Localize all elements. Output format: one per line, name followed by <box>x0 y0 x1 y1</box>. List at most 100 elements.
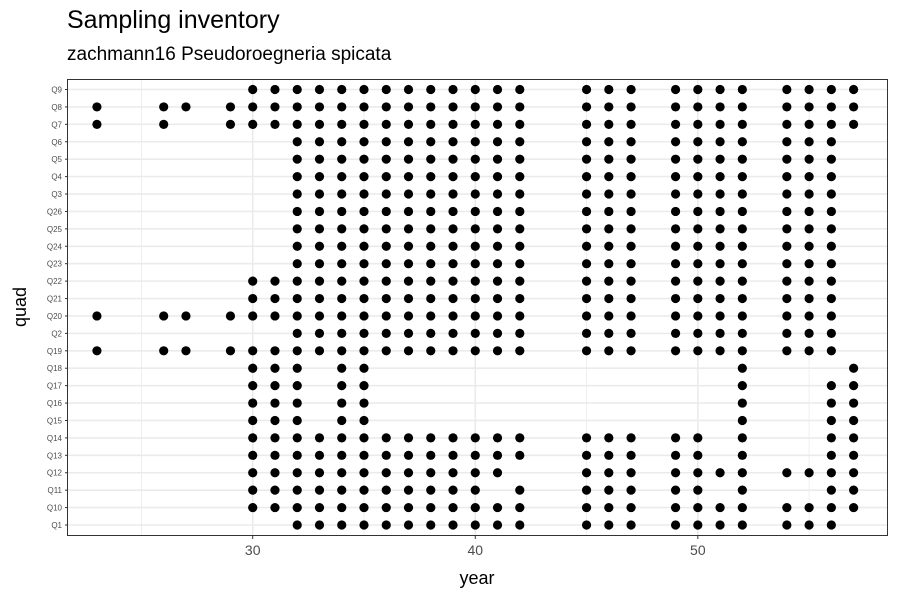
data-point <box>314 433 325 443</box>
data-point <box>737 293 747 304</box>
data-point <box>181 311 191 321</box>
data-point <box>849 363 859 373</box>
data-point <box>248 311 258 321</box>
data-point <box>337 311 347 321</box>
data-point <box>470 84 480 95</box>
data-point <box>470 102 480 112</box>
y-tick-label: Q16 <box>47 399 63 408</box>
data-point <box>737 259 747 269</box>
data-point <box>470 276 480 286</box>
data-point <box>381 154 391 164</box>
data-point <box>426 468 436 478</box>
y-tick-label: Q23 <box>47 260 63 269</box>
data-point <box>270 346 280 356</box>
data-point <box>581 328 592 338</box>
data-point <box>470 502 480 513</box>
data-point <box>715 468 725 478</box>
data-point <box>292 189 302 199</box>
data-point <box>715 189 725 199</box>
data-point <box>626 433 636 443</box>
data-point <box>337 189 347 199</box>
data-point <box>693 102 703 112</box>
data-point <box>804 502 814 513</box>
data-point <box>826 259 836 269</box>
data-point <box>737 154 747 164</box>
chart-title: Sampling inventory <box>67 6 280 34</box>
data-point <box>426 137 436 147</box>
data-point <box>292 206 302 217</box>
data-point <box>314 137 325 147</box>
data-point <box>403 259 414 269</box>
data-point <box>92 346 102 356</box>
data-point <box>448 224 458 234</box>
data-point <box>782 346 792 356</box>
y-tick-label: Q9 <box>51 86 62 95</box>
data-point <box>581 293 592 304</box>
y-tick-label: Q1 <box>51 521 62 530</box>
data-point <box>826 433 836 443</box>
data-point <box>604 346 614 356</box>
data-point <box>515 450 525 460</box>
y-tick-label: Q26 <box>47 207 63 216</box>
data-point <box>804 259 814 269</box>
data-point <box>359 102 369 112</box>
data-point <box>515 485 525 495</box>
y-tick-label: Q13 <box>47 451 63 460</box>
data-point <box>292 485 302 495</box>
data-point <box>737 276 747 286</box>
data-point <box>359 84 369 95</box>
data-point <box>448 241 458 251</box>
data-point <box>337 415 347 426</box>
data-point <box>604 172 614 182</box>
data-point <box>515 520 525 530</box>
data-point <box>381 206 391 217</box>
data-point <box>492 119 503 129</box>
data-point <box>248 102 258 112</box>
data-point <box>337 433 347 443</box>
data-point <box>426 119 436 129</box>
data-point <box>426 259 436 269</box>
data-point <box>782 276 792 286</box>
data-point <box>403 502 414 513</box>
data-point <box>426 206 436 217</box>
data-point <box>604 241 614 251</box>
data-point <box>626 102 636 112</box>
data-point <box>448 276 458 286</box>
data-point <box>737 346 747 356</box>
data-point <box>270 485 280 495</box>
data-point <box>381 172 391 182</box>
data-point <box>292 415 302 426</box>
data-point <box>737 450 747 460</box>
data-point <box>826 241 836 251</box>
data-point <box>403 276 414 286</box>
data-point <box>314 311 325 321</box>
data-point <box>381 502 391 513</box>
data-point <box>782 468 792 478</box>
data-point <box>715 102 725 112</box>
y-tick-label: Q19 <box>47 347 63 356</box>
data-point <box>225 119 236 129</box>
data-point <box>403 119 414 129</box>
data-point <box>581 520 592 530</box>
data-point <box>670 468 681 478</box>
data-point <box>626 502 636 513</box>
data-point <box>670 137 681 147</box>
data-point <box>492 102 503 112</box>
data-point <box>693 311 703 321</box>
data-point <box>581 502 592 513</box>
data-point <box>670 119 681 129</box>
y-tick-label: Q4 <box>51 173 62 182</box>
grid-lines <box>68 80 887 535</box>
data-point <box>337 119 347 129</box>
data-point <box>604 293 614 304</box>
data-point <box>448 433 458 443</box>
data-point <box>626 520 636 530</box>
data-point <box>159 119 169 129</box>
data-point <box>448 468 458 478</box>
data-point <box>292 468 302 478</box>
data-point <box>292 328 302 338</box>
data-point <box>470 520 480 530</box>
data-point <box>448 328 458 338</box>
data-point <box>403 241 414 251</box>
data-point <box>670 293 681 304</box>
